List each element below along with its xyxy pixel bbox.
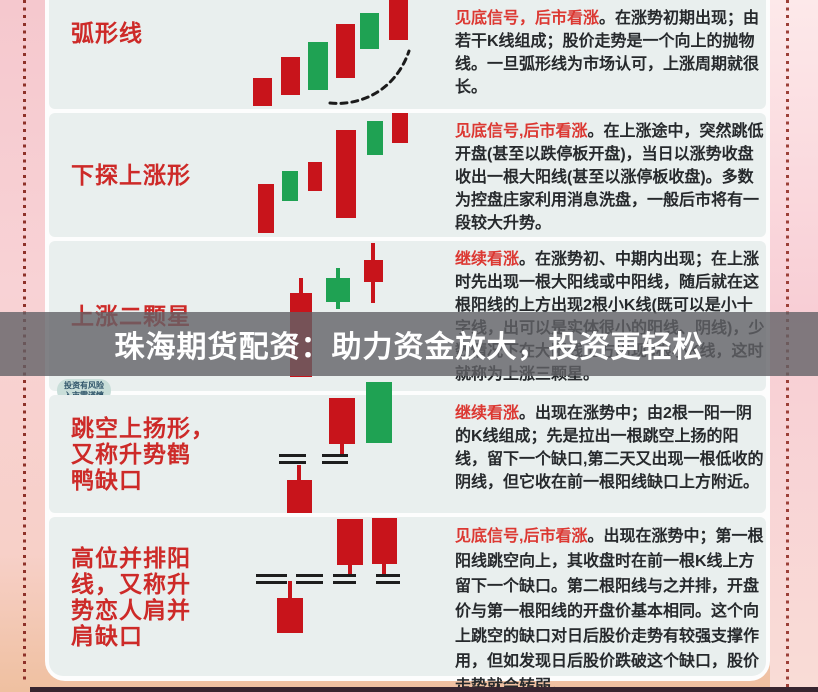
pattern-name-label: 弧形线	[71, 20, 143, 46]
green-candle-body	[367, 121, 383, 155]
pattern-description: 继续看涨。出现在涨势中；由2根一阳一阴的K线组成；先是拉出一根跳空上扬的阳线，留…	[455, 402, 767, 494]
gap-marker-line	[256, 581, 287, 584]
red-candle-body	[372, 518, 397, 564]
green-candle-wick	[336, 268, 340, 279]
description-text: 。在涨势初期出现；由若干K线组成；股价走势是一个向上的抛物线。一旦弧形线为市场认…	[455, 10, 760, 96]
green-candle-body	[308, 42, 328, 90]
candlestick-illustration	[49, 113, 766, 237]
gap-marker-line	[333, 581, 356, 584]
description-text: 。出现在涨势中；由2根一阳一阴的K线组成；先是拉出一根跳空上扬的阳线，留下一个缺…	[455, 405, 764, 491]
candlestick-illustration	[49, 0, 766, 109]
pattern-row-parallel-yang-lines: 高位并排阳 线，又称升 势恋人肩并 肩缺口 见底信号,后市看涨。出现在涨势中；第…	[49, 517, 766, 692]
signal-phrase: 见底信号,后市看涨	[455, 528, 588, 545]
description-text: 。出现在涨势中；第一根阳线跳空向上，其收盘时在前一根K线上方留下一个缺口。第二根…	[455, 528, 764, 692]
pattern-description: 见底信号,后市看涨。出现在涨势中；第一根阳线跳空向上，其收盘时在前一根K线上方留…	[455, 524, 767, 692]
gap-marker-line	[296, 574, 323, 577]
pattern-name-label: 下探上涨形	[71, 162, 191, 188]
signal-phrase: 继续看涨	[455, 251, 520, 268]
red-candle-body	[329, 398, 355, 444]
red-candle-body	[308, 162, 322, 191]
red-candle-body	[389, 0, 408, 40]
red-candle-wick	[371, 282, 375, 303]
red-candle-wick	[340, 444, 344, 455]
red-candle-body	[336, 24, 355, 78]
red-candle-body	[281, 57, 300, 95]
red-candle-wick	[382, 564, 386, 574]
red-candle-body	[277, 598, 303, 633]
pattern-row-gap-up: 跳空上扬形， 又称升势鹤 鸭缺口 继续看涨。出现在涨势中；由2根一阳一阴的K线组…	[49, 382, 767, 513]
red-candle-body	[253, 78, 272, 106]
green-candle-body	[366, 382, 392, 443]
gap-marker-line	[322, 454, 348, 457]
red-candle-body	[337, 519, 363, 565]
green-candle-body	[326, 278, 350, 302]
red-candle-wick	[348, 565, 352, 575]
signal-phrase: 见底信号,后市看涨	[455, 123, 588, 140]
arc-dashed-curve	[328, 49, 411, 105]
watermark-overlay-band: 珠海期货配资：助力资金放大，投资更轻松	[0, 312, 818, 376]
red-candle-wick	[297, 465, 301, 480]
green-candle-body	[360, 13, 379, 49]
red-candle-body	[392, 113, 408, 143]
gap-marker-line	[333, 574, 356, 577]
pattern-description: 见底信号,后市看涨。在上涨途中，突然跳低开盘(甚至以跌停板开盘)，当日以涨势收盘…	[455, 120, 767, 235]
candlestick-illustration	[49, 382, 766, 513]
gap-marker-line	[296, 581, 323, 584]
green-candle-body	[282, 171, 298, 201]
signal-phrase: 继续看涨	[455, 405, 520, 422]
pattern-name-label: 高位并排阳 线，又称升 势恋人肩并 肩缺口	[71, 544, 191, 649]
red-candle-wick	[299, 278, 303, 294]
bottom-dark-strip	[30, 687, 818, 692]
pattern-row-probe-down-rise: 下探上涨形 见底信号,后市看涨。在上涨途中，突然跳低开盘(甚至以跌停板开盘)，当…	[49, 113, 766, 237]
description-text: 。在上涨途中，突然跳低开盘(甚至以跌停板开盘)，当日以涨势收盘收出一根大阳线(甚…	[455, 123, 764, 232]
red-candle-body	[364, 260, 383, 282]
red-candle-wick	[288, 581, 292, 598]
gap-marker-line	[376, 574, 400, 577]
signal-phrase: 见底信号，后市看涨	[455, 10, 600, 27]
watermark-text: 珠海期货配资：助力资金放大，投资更轻松	[114, 331, 704, 364]
gap-marker-line	[256, 574, 287, 577]
pattern-row-arc-line: 弧形线 见底信号，后市看涨。在涨势初期出现；由若干K线组成；股价走势是一个向上的…	[49, 0, 766, 109]
gap-marker-line	[376, 581, 400, 584]
red-candle-body	[287, 480, 312, 513]
red-candle-body	[336, 130, 356, 218]
candlestick-illustration	[49, 517, 766, 676]
pattern-name-label: 跳空上扬形， 又称升势鹤 鸭缺口	[71, 415, 215, 493]
pattern-description: 见底信号，后市看涨。在涨势初期出现；由若干K线组成；股价走势是一个向上的抛物线。…	[455, 7, 767, 99]
red-candle-wick	[371, 243, 375, 261]
gap-marker-line	[322, 461, 348, 464]
gap-marker-line	[279, 461, 306, 464]
gap-marker-line	[279, 454, 306, 457]
green-candle-wick	[336, 302, 340, 309]
red-candle-body	[258, 184, 274, 233]
